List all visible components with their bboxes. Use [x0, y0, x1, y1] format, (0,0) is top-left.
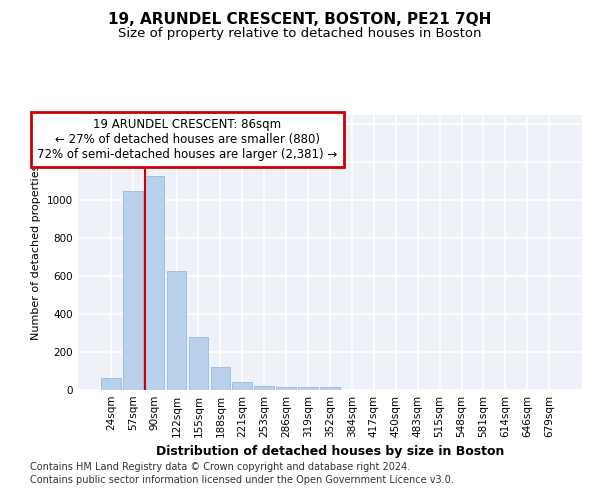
Text: Contains HM Land Registry data © Crown copyright and database right 2024.: Contains HM Land Registry data © Crown c…: [30, 462, 410, 472]
Bar: [188, 337, 208, 390]
X-axis label: Distribution of detached houses by size in Boston: Distribution of detached houses by size …: [156, 446, 504, 458]
Text: Size of property relative to detached houses in Boston: Size of property relative to detached ho…: [118, 28, 482, 40]
Text: 19, ARUNDEL CRESCENT, BOSTON, PE21 7QH: 19, ARUNDEL CRESCENT, BOSTON, PE21 7QH: [109, 12, 491, 28]
Y-axis label: Number of detached properties: Number of detached properties: [31, 165, 41, 340]
Bar: [320, 387, 340, 390]
Bar: [254, 386, 274, 390]
Bar: [276, 387, 296, 390]
Bar: [145, 176, 164, 390]
Bar: [211, 367, 230, 390]
Bar: [167, 270, 187, 390]
Bar: [232, 382, 252, 390]
Text: 19 ARUNDEL CRESCENT: 86sqm
← 27% of detached houses are smaller (880)
72% of sem: 19 ARUNDEL CRESCENT: 86sqm ← 27% of deta…: [37, 118, 338, 161]
Text: Contains public sector information licensed under the Open Government Licence v3: Contains public sector information licen…: [30, 475, 454, 485]
Bar: [298, 387, 318, 390]
Bar: [101, 378, 121, 390]
Bar: [123, 191, 143, 390]
